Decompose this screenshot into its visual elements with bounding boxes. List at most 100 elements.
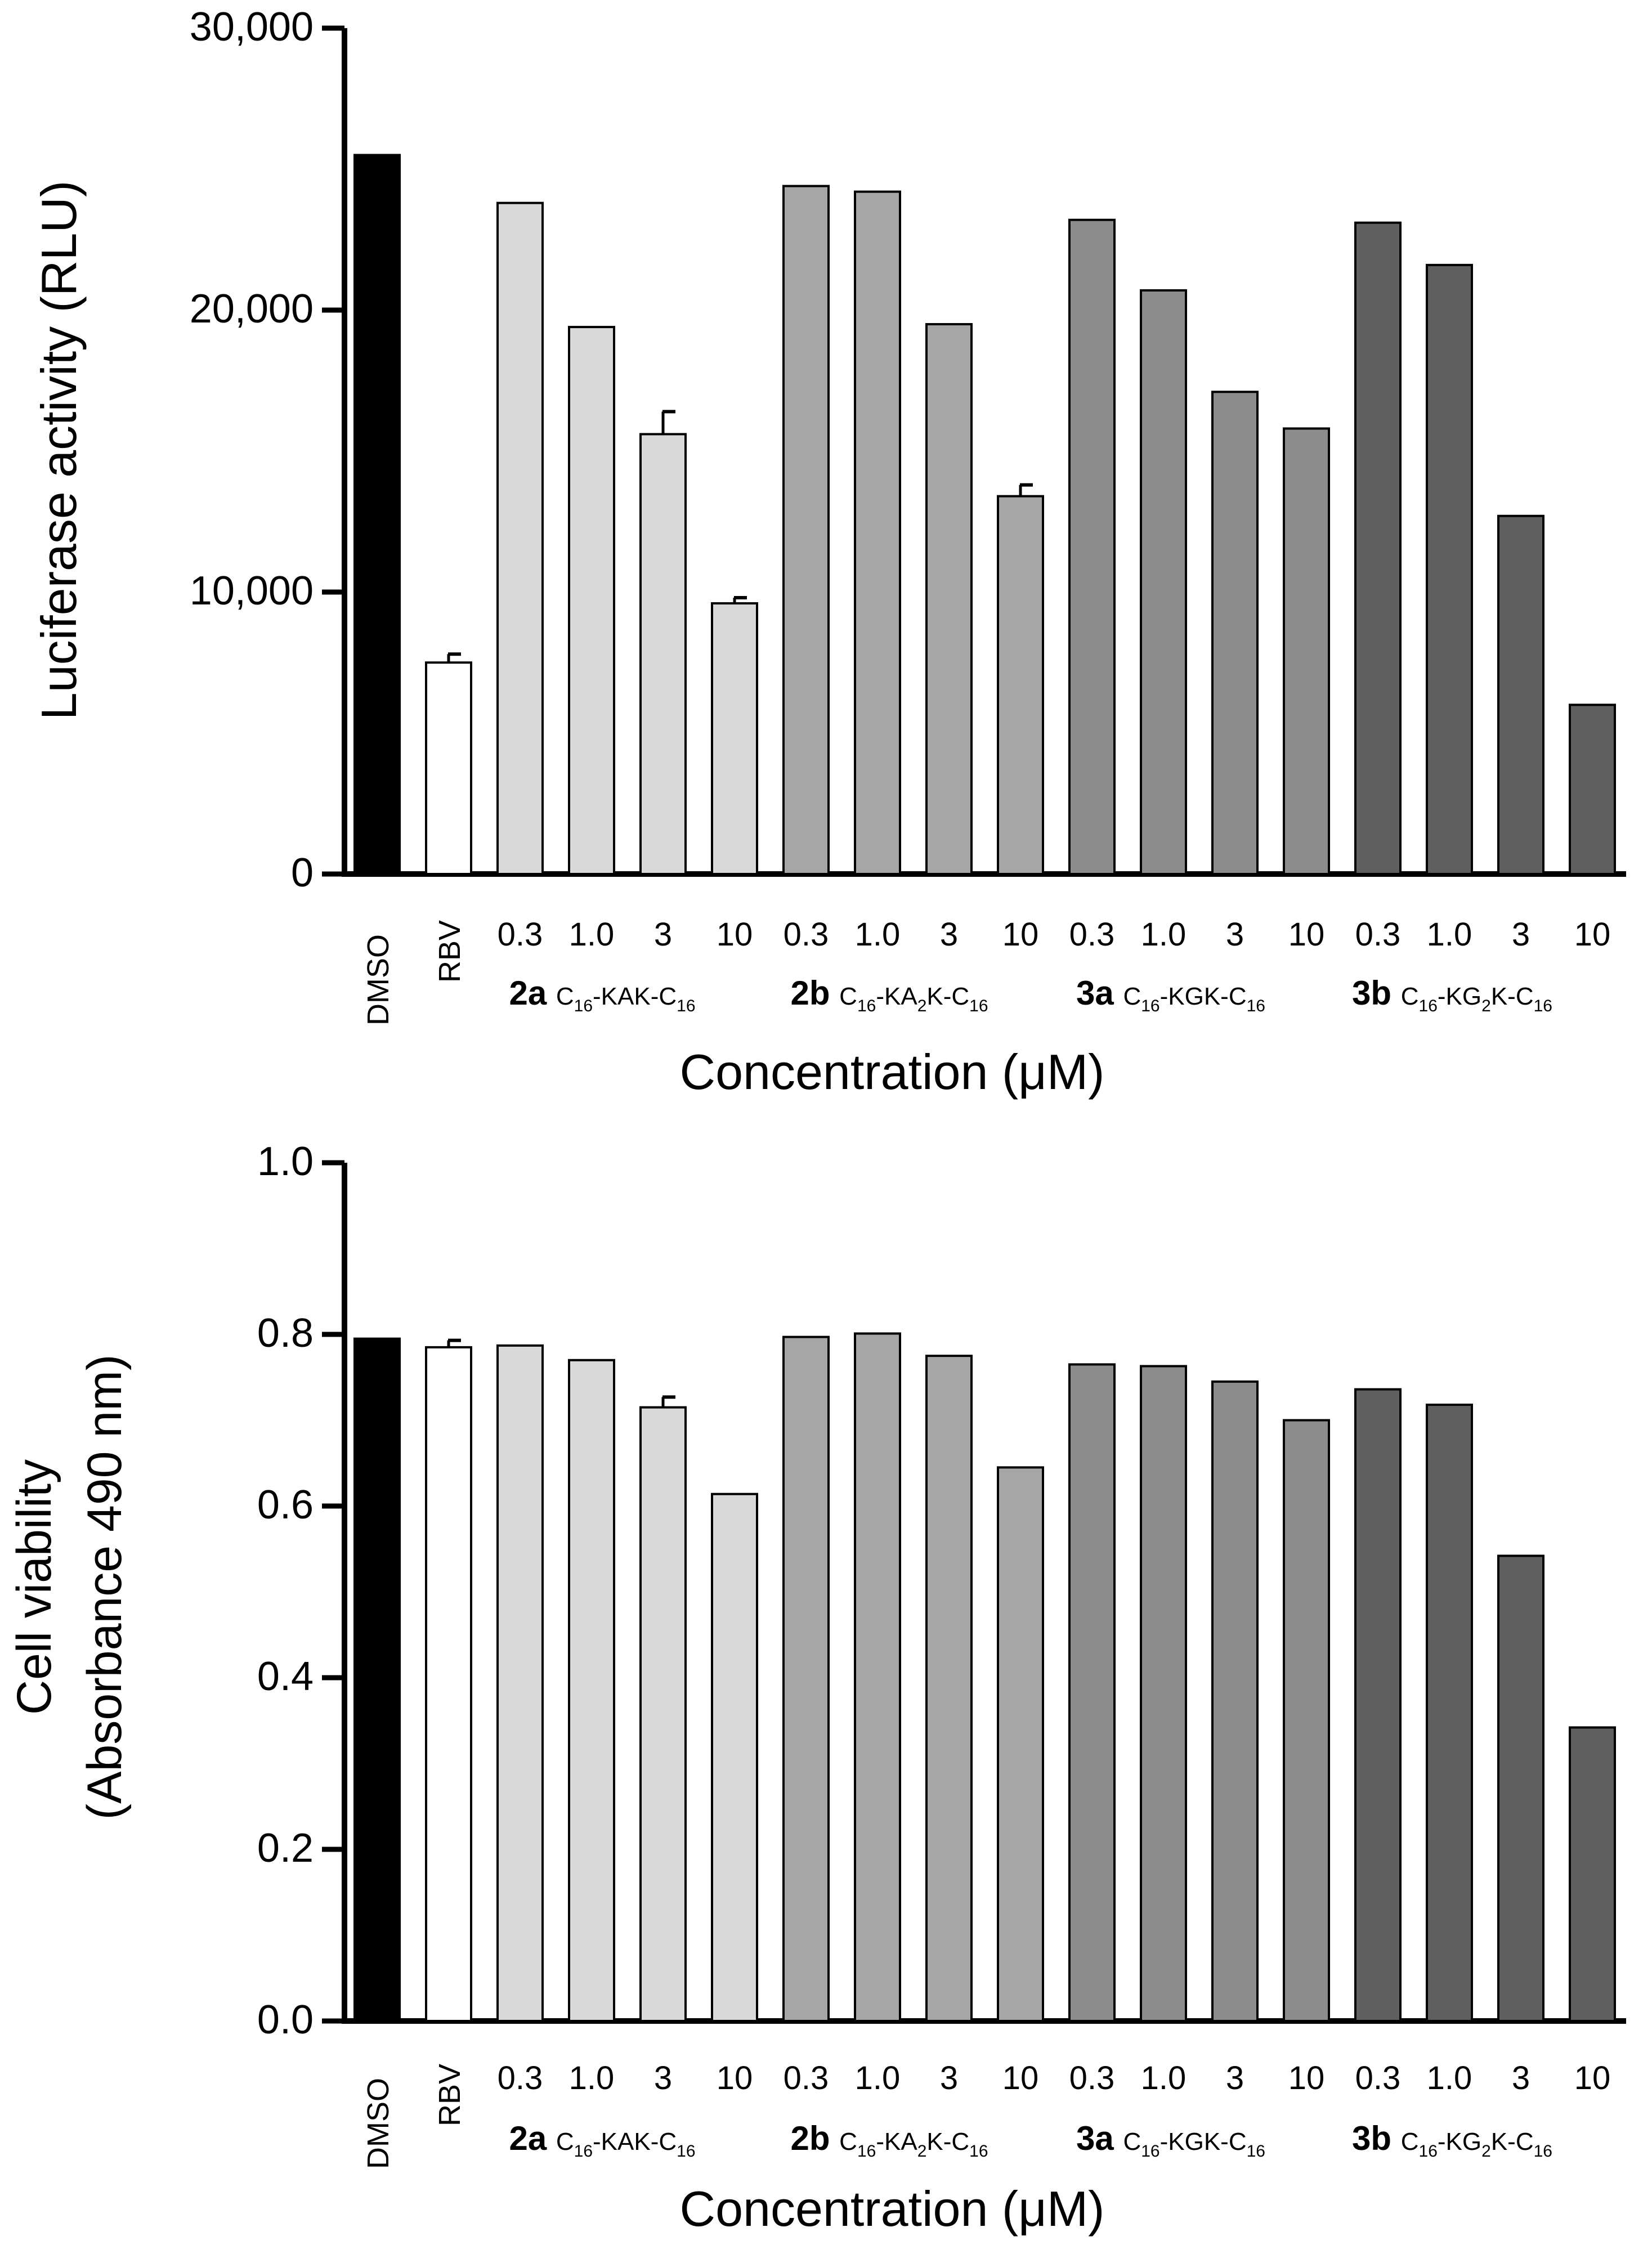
group-id: 3b [1352, 974, 1401, 1012]
bar [1354, 221, 1402, 876]
category-label: 10 [1002, 2060, 1039, 2096]
category-label: 1.0 [855, 2060, 901, 2096]
group-id: 2a [509, 974, 556, 1012]
group-id: 3b [1352, 2119, 1401, 2157]
group-name-part: C [556, 2128, 574, 2156]
bar [925, 1355, 973, 2022]
group-name-part: -KA [876, 2128, 917, 2156]
category-label: 10 [1574, 916, 1611, 953]
group-name-part: 16 [857, 2142, 876, 2161]
group-id: 2a [509, 2119, 556, 2157]
x-axis-title: Concentration (μM) [680, 1044, 1105, 1100]
y-axis-title-line1: Cell viability [7, 1459, 61, 1715]
bar [997, 1466, 1044, 2022]
bar [1068, 218, 1116, 875]
category-label: 3 [940, 2060, 958, 2096]
group-id: 3a [1076, 974, 1123, 1012]
category-label: 3 [1226, 916, 1244, 953]
group-name-part: 16 [1247, 2142, 1265, 2161]
category-label: 0.3 [498, 916, 543, 953]
group-name-part: 16 [969, 997, 988, 1015]
group-name-part: 16 [969, 2142, 988, 2161]
group-name-part: 16 [1141, 997, 1159, 1015]
bar [711, 602, 758, 876]
group-name-part: 16 [677, 997, 695, 1015]
y-tick-label: 0.0 [257, 1997, 314, 2042]
bar [1140, 289, 1187, 875]
bar [1497, 1554, 1544, 2022]
y-axis-title: Luciferase activity (RLU) [31, 181, 87, 720]
bar [1426, 263, 1473, 876]
group-name-part: K-C [926, 983, 969, 1010]
y-tick-label: 20,000 [190, 286, 314, 331]
y-axis-title-line2: (Absorbance 490 nm) [78, 1355, 132, 1820]
y-tick-label: 0.8 [257, 1311, 314, 1356]
bar [425, 661, 472, 875]
group-id: 2b [790, 974, 839, 1012]
group-name-part: -KG [1438, 2128, 1481, 2156]
group-name-part: C [1123, 983, 1141, 1010]
y-tick-label: 1.0 [257, 1139, 314, 1184]
group-name-part: 16 [677, 2142, 695, 2161]
group-name-part: 2 [917, 2142, 927, 2161]
group-name-part: K-C [1491, 983, 1534, 1010]
group-name-part: 2 [1481, 997, 1491, 1015]
bar [496, 1344, 544, 2022]
category-label: 0.3 [1069, 916, 1115, 953]
bar [568, 1359, 615, 2022]
group-name-part: 16 [1247, 997, 1265, 1015]
chart-panel-2: 0.0 0.2 0.4 0.6 0.8 1.0 DMSO RBV 0.3 1.0 3 10 0.3 1.0… [7, 1139, 1626, 2237]
group-label: 2b C16-KA2K-C16 [790, 974, 988, 1015]
category-label: 10 [1288, 916, 1325, 953]
category-label: 1.0 [569, 2060, 615, 2096]
category-label: 1.0 [1141, 2060, 1187, 2096]
bar [1354, 1388, 1402, 2023]
bar [353, 154, 401, 876]
bar [425, 1346, 472, 2022]
bar [496, 201, 544, 875]
group-name-part: 16 [1141, 2142, 1159, 2161]
category-label: 10 [1288, 2060, 1325, 2096]
group-name-part: 16 [1534, 2142, 1552, 2161]
group-name-part: -KG [1438, 983, 1481, 1010]
bar [1283, 427, 1330, 875]
group-label: 3b C16-KG2K-C16 [1352, 974, 1552, 1015]
group-label: 2a C16-KAK-C16 [509, 974, 695, 1015]
bar [782, 1336, 830, 2022]
y-tick-label: 30,000 [190, 5, 314, 50]
group-label: 2a C16-KAK-C16 [509, 2119, 695, 2161]
group-name-part: C [839, 2128, 857, 2156]
category-label: 3 [1226, 2060, 1244, 2096]
category-label: RBV [433, 920, 467, 983]
group-label: 3b C16-KG2K-C16 [1352, 2119, 1552, 2161]
bar [997, 495, 1044, 875]
group-id: 3a [1076, 2119, 1123, 2157]
category-label: 3 [654, 2060, 672, 2096]
category-label: 0.3 [784, 916, 829, 953]
category-label: 0.3 [1355, 916, 1401, 953]
group-name-part: C [1401, 983, 1419, 1010]
group-name-part: -KGK-C [1160, 2128, 1247, 2156]
y-tick-label: 0.2 [257, 1826, 314, 1871]
bar [568, 326, 615, 875]
category-label: 10 [717, 2060, 753, 2096]
group-name-part: 2 [917, 997, 927, 1015]
y-tick-label: 0 [291, 850, 314, 895]
group-name-part: C [1401, 2128, 1419, 2156]
group-name-part: 16 [1419, 997, 1438, 1015]
group-name-part: K-C [1491, 2128, 1534, 2156]
category-label: 1.0 [569, 916, 615, 953]
y-tick-label: 10,000 [190, 568, 314, 613]
group-name-part: 16 [857, 997, 876, 1015]
group-name-part: 16 [1419, 2142, 1438, 2161]
group-label: 3a C16-KGK-C16 [1076, 974, 1265, 1015]
bar [1283, 1419, 1330, 2022]
category-label: DMSO [361, 934, 395, 1025]
bar [1569, 1726, 1616, 2022]
category-label: 3 [1512, 2060, 1530, 2096]
group-name-part: 16 [1534, 997, 1552, 1015]
category-label: 10 [717, 916, 753, 953]
bar [854, 190, 901, 876]
category-label: 0.3 [498, 2060, 543, 2096]
